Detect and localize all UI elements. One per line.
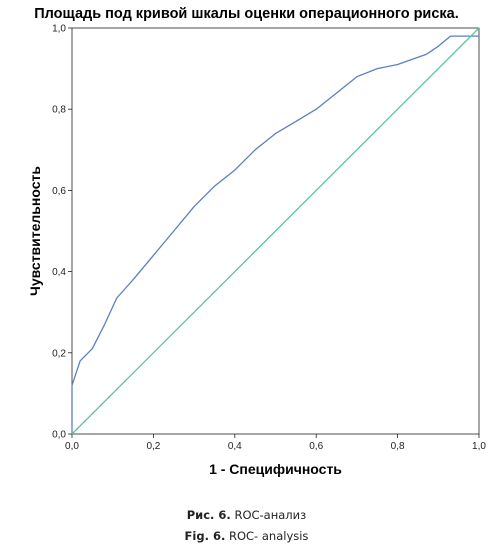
- x-axis-label: 1 - Специфичность: [209, 461, 342, 477]
- x-tick-label: 1,0: [472, 441, 486, 452]
- caption-ru-prefix: Рис. 6.: [186, 508, 231, 522]
- plot-frame: [71, 27, 480, 435]
- y-tick-label: 1,0: [52, 24, 66, 35]
- caption-en: Fig. 6. ROC- analysis: [0, 529, 493, 543]
- x-tick-label: 0,8: [391, 441, 405, 452]
- roc-curve-line: [71, 35, 479, 434]
- y-tick-label: 0,6: [52, 186, 66, 197]
- x-tick-label: 0,6: [309, 441, 323, 452]
- x-tick-label: 0,2: [146, 441, 160, 452]
- x-tick-label: 0,0: [65, 441, 79, 452]
- chart-title: Площадь под кривой шкалы оценки операцио…: [34, 6, 459, 22]
- x-tick-label: 0,4: [228, 441, 242, 452]
- y-tick-label: 0,4: [52, 267, 66, 278]
- y-tick-label: 0,8: [52, 105, 66, 116]
- series-layer: [71, 27, 480, 435]
- reference-diagonal-line: [71, 27, 480, 435]
- y-tick-label: 0,0: [52, 430, 66, 441]
- y-tick-label: 0,2: [52, 348, 66, 359]
- caption-ru: Рис. 6. ROC-анализ: [0, 508, 493, 522]
- y-axis-label: Чувствительность: [27, 166, 43, 296]
- caption-en-prefix: Fig. 6.: [184, 529, 226, 543]
- caption-en-text: ROC- analysis: [228, 529, 309, 543]
- caption-ru-text: ROC-анализ: [234, 508, 307, 522]
- ticks-layer: 0,0 0,2 0,4 0,6 0,8 1,0 0,0 0,2 0,4 0,6 0,8 1,0: [52, 24, 486, 453]
